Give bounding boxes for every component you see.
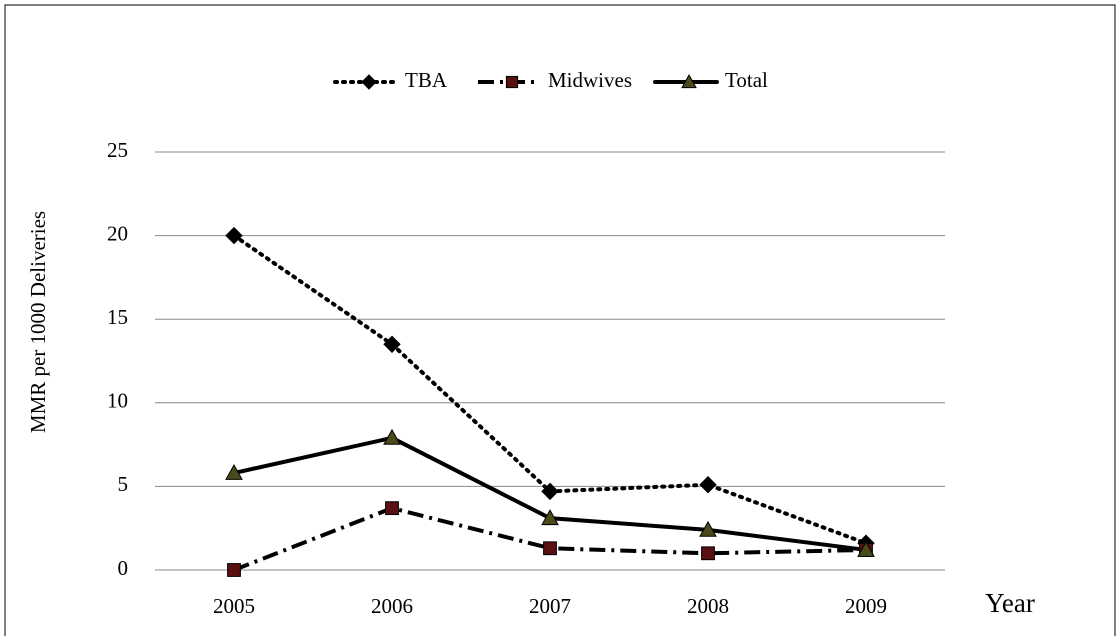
- x-axis-label: Year: [985, 588, 1035, 618]
- marker: [383, 428, 401, 445]
- x-tick-label: 2008: [687, 594, 729, 618]
- marker: [225, 463, 243, 480]
- marker: [541, 509, 559, 526]
- legend-label: TBA: [405, 68, 448, 92]
- marker: [385, 501, 399, 516]
- marker: [383, 335, 401, 353]
- y-tick-label: 5: [118, 472, 129, 496]
- marker: [699, 520, 717, 537]
- x-tick-label: 2006: [371, 594, 413, 618]
- legend-marker: [681, 73, 697, 89]
- legend-marker: [505, 75, 519, 89]
- x-tick-label: 2005: [213, 594, 255, 618]
- legend-marker: [361, 74, 377, 90]
- y-axis-label: MMR per 1000 Deliveries: [26, 211, 50, 433]
- marker: [541, 482, 559, 501]
- x-tick-label: 2009: [845, 594, 887, 618]
- frame: [4, 4, 1116, 636]
- y-tick-label: 15: [107, 305, 128, 329]
- marker: [699, 476, 717, 494]
- x-tick-label: 2007: [529, 594, 571, 618]
- y-tick-label: 10: [107, 389, 128, 413]
- y-tick-label: 20: [107, 221, 128, 245]
- y-tick-label: 0: [118, 556, 129, 580]
- marker: [857, 540, 875, 557]
- y-tick-label: 25: [107, 138, 128, 162]
- marker: [701, 546, 715, 561]
- marker: [225, 226, 243, 245]
- marker: [543, 541, 557, 556]
- legend-label: Total: [725, 68, 768, 92]
- marker: [227, 563, 241, 577]
- legend-label: Midwives: [548, 68, 632, 92]
